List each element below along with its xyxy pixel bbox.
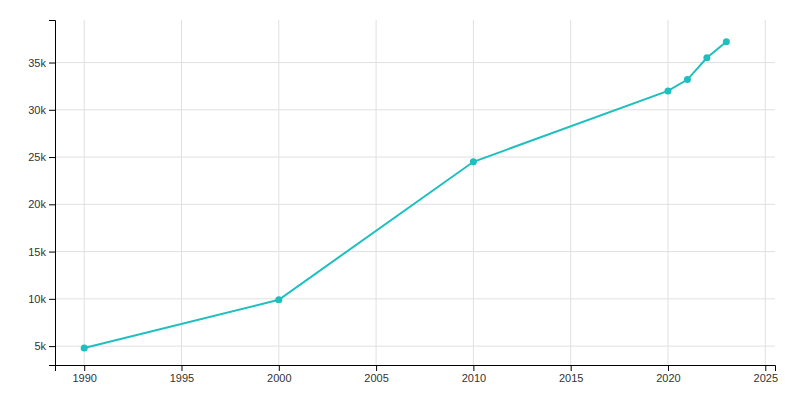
x-axis: 1990 1995 2000 2005 2010 2015 2020 2025	[56, 365, 779, 384]
y-axis-line	[49, 21, 56, 366]
grid-line-y	[55, 346, 775, 347]
grid-line-y	[55, 251, 775, 252]
y-tick: 35k	[28, 57, 55, 69]
grid-line-x	[376, 20, 377, 365]
x-tick: 1995	[170, 365, 194, 384]
x-tick: 2010	[462, 365, 486, 384]
grid-line-x	[570, 20, 571, 365]
grid-line-x	[667, 20, 668, 365]
grid-line-x	[84, 20, 85, 365]
x-tick-mark	[668, 365, 669, 371]
point	[684, 76, 691, 83]
x-tick-mark	[181, 365, 182, 371]
y-tick: 15k	[28, 246, 55, 258]
y-tick-label: 35k	[28, 57, 46, 69]
x-tick: 2025	[754, 365, 778, 384]
y-tick-mark	[49, 299, 55, 300]
y-tick: 10k	[28, 293, 55, 305]
point	[275, 296, 282, 303]
grid-line-y	[55, 109, 775, 110]
y-tick-mark	[49, 110, 55, 111]
x-tick: 2000	[267, 365, 291, 384]
x-tick-mark	[84, 365, 85, 371]
x-tick-label: 1995	[170, 372, 194, 384]
x-tick: 2020	[656, 365, 680, 384]
grid-line-x	[278, 20, 279, 365]
x-tick-label: 2005	[364, 372, 388, 384]
x-tick-mark	[571, 365, 572, 371]
point	[703, 54, 710, 61]
y-tick-label: 15k	[28, 246, 46, 258]
x-tick: 1990	[72, 365, 96, 384]
x-tick-mark	[279, 365, 280, 371]
y-tick: 5k	[34, 340, 55, 352]
y-tick: 30k	[28, 104, 55, 116]
x-tick-mark	[473, 365, 474, 371]
grid-line-y	[55, 157, 775, 158]
marks	[81, 38, 730, 351]
chart: 1990 1995 2000 2005 2010 2015 2020 2025 5k 10k 15k…	[0, 0, 800, 400]
y-tick-mark	[49, 204, 55, 205]
y-tick-mark	[49, 63, 55, 64]
x-tick-label: 2000	[267, 372, 291, 384]
y-tick: 20k	[28, 198, 55, 210]
grid-line-x	[473, 20, 474, 365]
y-tick: 25k	[28, 151, 55, 163]
y-tick-mark	[49, 346, 55, 347]
grid-line-x	[181, 20, 182, 365]
x-tick-mark	[376, 365, 377, 371]
y-axis: 5k 10k 15k 20k 25k 30k 35k	[28, 21, 55, 366]
grid-line-y	[55, 298, 775, 299]
y-tick-mark	[49, 157, 55, 158]
y-tick-label: 30k	[28, 104, 46, 116]
plot-area: 1990 1995 2000 2005 2010 2015 2020 2025 5k 10k 15k…	[28, 20, 778, 384]
point	[664, 87, 671, 94]
y-tick-label: 10k	[28, 293, 46, 305]
x-tick-label: 1990	[72, 372, 96, 384]
point	[81, 344, 88, 351]
x-tick: 2015	[559, 365, 583, 384]
grid-line-x	[765, 20, 766, 365]
y-tick-label: 5k	[34, 340, 46, 352]
x-tick-label: 2015	[559, 372, 583, 384]
y-tick-mark	[49, 252, 55, 253]
point	[470, 158, 477, 165]
x-tick-label: 2010	[462, 372, 486, 384]
grid	[55, 20, 775, 365]
x-tick-mark	[765, 365, 766, 371]
x-tick-label: 2025	[754, 372, 778, 384]
y-tick-label: 20k	[28, 198, 46, 210]
y-tick-label: 25k	[28, 151, 46, 163]
point	[723, 38, 730, 45]
x-axis-line	[56, 366, 776, 372]
x-tick: 2005	[364, 365, 388, 384]
grid-line-y	[55, 62, 775, 63]
line	[84, 42, 726, 348]
x-tick-label: 2020	[656, 372, 680, 384]
